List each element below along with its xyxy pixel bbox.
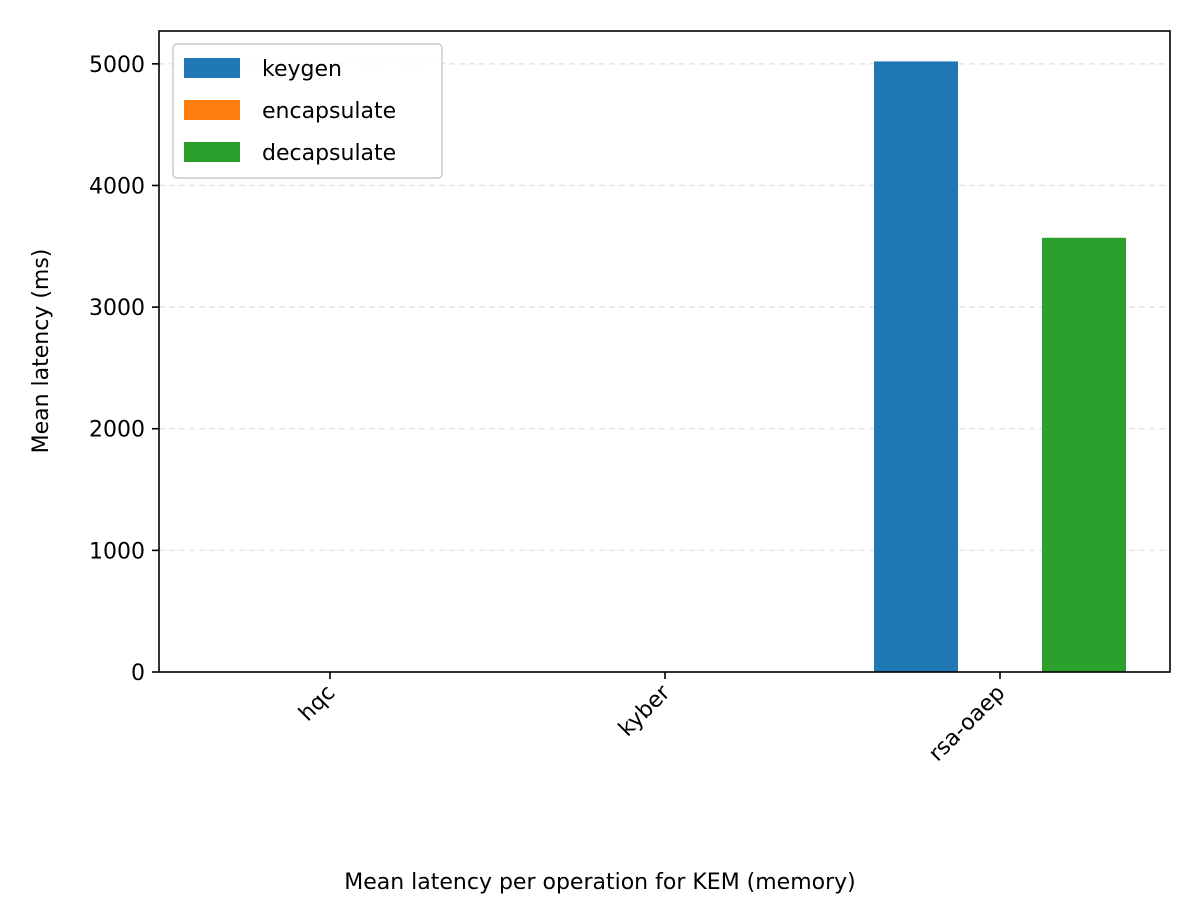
y-tick-label: 0	[131, 661, 145, 686]
legend-frame	[172, 43, 443, 179]
x-axis: hqc kyber rsa-oaep	[294, 672, 1010, 767]
grid-lines	[159, 63, 1170, 552]
bars	[204, 61, 1126, 673]
y-tick-label: 3000	[89, 296, 145, 321]
y-axis-label: Mean latency (ms)	[29, 249, 54, 454]
x-tick-label: hqc	[294, 681, 340, 727]
bar-decapsulate-rsa-oaep	[1042, 237, 1126, 672]
y-axis: 0 1000 2000 3000 4000 5000	[89, 53, 159, 686]
legend-label-decapsulate: decapsulate	[262, 141, 396, 166]
legend-swatch-encapsulate	[184, 100, 240, 120]
legend-label-keygen: keygen	[262, 57, 342, 82]
legend-swatch-keygen	[184, 58, 240, 78]
bar-keygen-rsa-oaep	[874, 61, 958, 673]
legend: keygen encapsulate decapsulate	[172, 43, 443, 179]
x-tick-label: rsa-oaep	[924, 681, 1010, 767]
x-axis-label: Mean latency per operation for KEM (memo…	[344, 870, 856, 895]
y-tick-label: 1000	[89, 539, 145, 564]
x-tick-label: kyber	[614, 680, 676, 742]
legend-swatch-decapsulate	[184, 142, 240, 162]
legend-label-encapsulate: encapsulate	[262, 99, 396, 124]
y-tick-label: 4000	[89, 174, 145, 199]
y-tick-label: 2000	[89, 418, 145, 443]
y-tick-label: 5000	[89, 53, 145, 78]
